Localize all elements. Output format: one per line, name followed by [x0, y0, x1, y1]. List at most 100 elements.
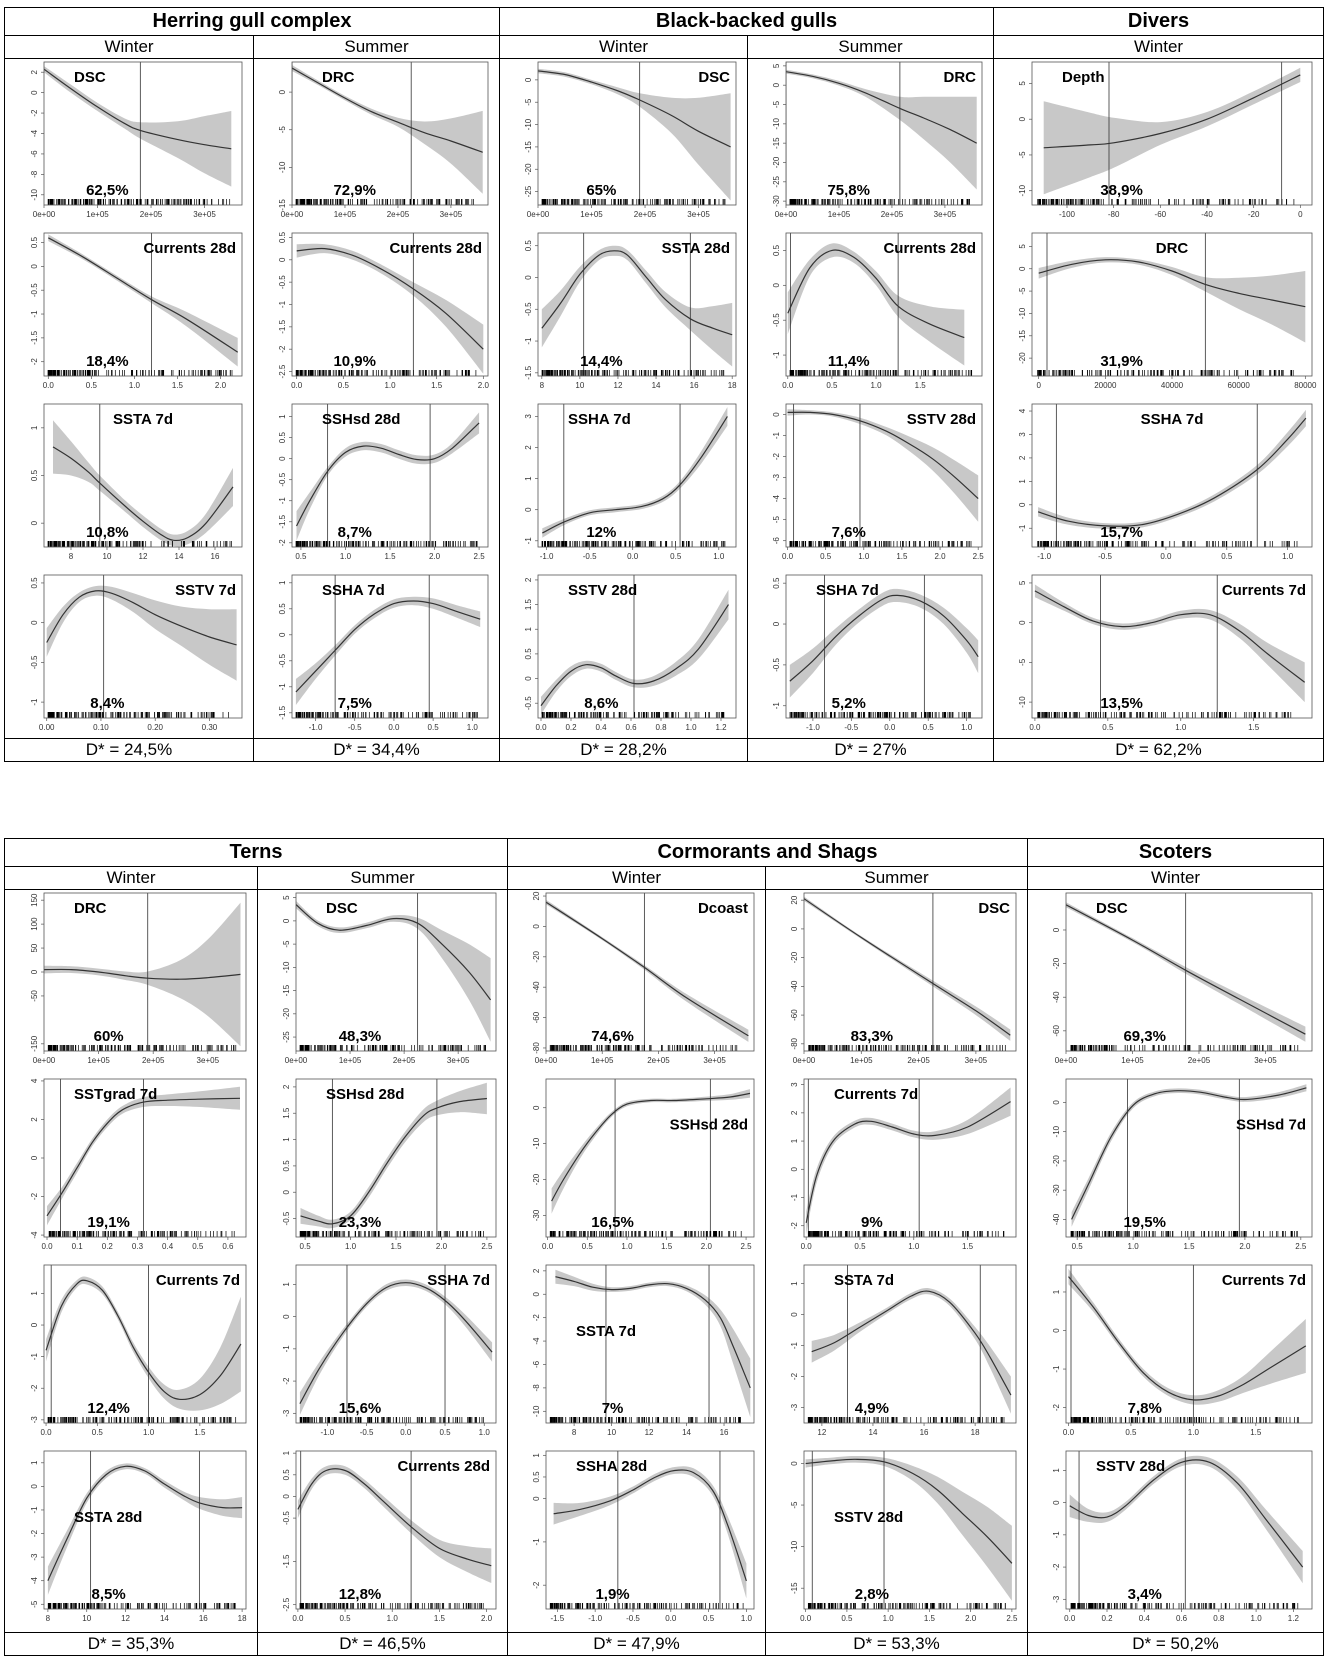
- y-tick-label: 0.5: [278, 603, 287, 615]
- plot-frame: [295, 1450, 497, 1610]
- y-tick-label: 1.5: [524, 598, 533, 610]
- plot-frame: [291, 574, 489, 719]
- table-block-1: Herring gull complex Black-backed gulls …: [4, 7, 1324, 762]
- y-tick-label: 0: [30, 620, 39, 625]
- partial-effect-plot: -1.0 -0.5 0.0 0.5 1.0 3 2 1 0 -1 SSHA 7d 12%: [524, 403, 737, 561]
- y-tick-label: 5: [1018, 580, 1027, 585]
- rug-marks: [541, 370, 725, 376]
- x-tick-label: 0.5: [1072, 1242, 1084, 1251]
- y-tick-label: -0.5: [282, 1511, 291, 1525]
- smooth-curve: [48, 237, 239, 353]
- rug-marks: [47, 1045, 237, 1051]
- x-tick-label: 0.6: [222, 1242, 234, 1251]
- x-tick-label: -80: [1108, 210, 1120, 219]
- y-tick-label: -15: [282, 984, 291, 996]
- y-tick-label: -10: [1018, 184, 1027, 196]
- variable-label: DSC: [698, 69, 730, 86]
- y-tick-label: -10: [30, 188, 39, 200]
- variable-label: SSTA 7d: [113, 411, 173, 428]
- x-tick-label: 18: [238, 1614, 247, 1623]
- y-tick-label: 0: [282, 1314, 291, 1319]
- x-tick-label: 1e+05: [339, 1056, 362, 1065]
- x-tick-label: 0.3: [132, 1242, 144, 1251]
- plot-frame: [785, 61, 983, 206]
- x-tick-label: 18: [728, 381, 737, 390]
- smooth-curve: [295, 422, 480, 527]
- x-tick-label: 2e+05: [634, 210, 657, 219]
- x-tick-label: -40: [1201, 210, 1213, 219]
- deviance-percent-label: 12,8%: [339, 1586, 382, 1603]
- deviance-percent-label: 69,3%: [1123, 1028, 1166, 1045]
- dstar-value: D* = 50,2%: [1027, 1633, 1323, 1655]
- x-tick-label: 0.0: [41, 1242, 53, 1251]
- y-tick-label: -1: [278, 300, 287, 308]
- smooth-curve: [555, 1276, 751, 1389]
- y-tick-label: -0.5: [524, 696, 533, 710]
- x-tick-label: 3e+05: [197, 1056, 220, 1065]
- x-tick-label: 2.5: [474, 552, 486, 561]
- confidence-band: [541, 589, 729, 715]
- y-tick-label: -0.5: [278, 653, 287, 667]
- deviance-percent-label: 72,9%: [333, 182, 376, 199]
- partial-effect-plot: 0e+00 1e+05 2e+05 3e+05 0 -20 -40 -60 DSC 69,3%: [1052, 892, 1313, 1065]
- partial-effect-plot: 0.0 0.5 1.0 1.5 1 0 -1 -2 Currents 7d 7,8%: [1052, 1264, 1313, 1437]
- y-tick-label: 0.5: [772, 577, 781, 589]
- variable-label: SSHA 7d: [322, 582, 385, 599]
- y-tick-label: -1: [1052, 1365, 1061, 1373]
- x-tick-label: 1.5: [962, 1242, 974, 1251]
- rug-marks: [549, 1231, 742, 1237]
- y-tick-label: -30: [1052, 1184, 1061, 1196]
- x-tick-label: -0.5: [583, 552, 597, 561]
- x-tick-label: 0.5: [703, 1614, 715, 1623]
- smooth-curve: [1037, 417, 1307, 527]
- deviance-percent-label: 8,6%: [584, 695, 618, 712]
- plot-frame: [1031, 574, 1313, 719]
- x-tick-label: 1.5: [431, 381, 443, 390]
- y-tick-label: -3: [282, 1409, 291, 1417]
- x-tick-label: 0e+00: [1055, 1056, 1078, 1065]
- y-tick-label: -20: [532, 950, 541, 962]
- y-tick-label: -1: [772, 351, 781, 359]
- y-tick-label: -10: [1018, 696, 1027, 708]
- smooth-curve: [787, 249, 965, 339]
- y-tick-label: -1: [772, 431, 781, 439]
- rug-marks: [47, 1417, 237, 1423]
- x-tick-label: 1.0: [685, 723, 697, 732]
- y-tick-label: 0: [278, 257, 287, 262]
- x-tick-label: 10: [82, 1614, 91, 1623]
- plot-frame: [1065, 1078, 1313, 1238]
- y-tick-label: -5: [282, 940, 291, 948]
- y-tick-label: -15: [772, 137, 781, 149]
- x-tick-label: 0.5: [295, 552, 307, 561]
- y-tick-label: 2: [30, 69, 39, 74]
- y-tick-label: -0.5: [30, 283, 39, 297]
- x-tick-label: 0.5: [86, 381, 98, 390]
- x-tick-label: 2.0: [701, 1242, 713, 1251]
- plot-frame: [537, 61, 737, 206]
- x-tick-label: 2e+05: [881, 210, 904, 219]
- x-tick-label: 0.0: [782, 552, 794, 561]
- partial-effect-plot: 0e+00 1e+05 2e+05 3e+05 5 0 -5 -10 -15 -20 -25 -30 D…: [772, 61, 983, 219]
- variable-label: DSC: [978, 900, 1010, 917]
- smooth-curve: [47, 1465, 243, 1581]
- variable-label: Depth: [1062, 69, 1105, 86]
- plot-frame: [295, 1264, 497, 1424]
- y-tick-label: -1.5: [524, 365, 533, 379]
- x-tick-label: -1.0: [540, 552, 554, 561]
- x-tick-label: 0.5: [339, 1614, 351, 1623]
- y-tick-label: -15: [278, 199, 287, 211]
- y-tick-label: -20: [1052, 957, 1061, 969]
- x-tick-label: 0.5: [192, 1242, 204, 1251]
- x-tick-label: -0.5: [844, 723, 858, 732]
- deviance-percent-label: 14,4%: [580, 353, 623, 370]
- confidence-band: [1038, 409, 1306, 530]
- x-tick-label: 1.0: [467, 723, 479, 732]
- x-tick-label: -1.0: [1037, 552, 1051, 561]
- smooth-curve: [786, 71, 977, 144]
- y-tick-label: 0: [532, 1291, 541, 1296]
- deviance-percent-label: 12,4%: [87, 1400, 130, 1417]
- x-tick-label: 3e+05: [193, 210, 216, 219]
- partial-effect-plot: 0.5 1.0 1.5 2.0 2.5 2 1.5 1 0.5 0 -0.5 SSHsd 28d 23,…: [282, 1078, 497, 1251]
- y-tick-label: -40: [1052, 1213, 1061, 1225]
- plot-frame: [295, 892, 497, 1052]
